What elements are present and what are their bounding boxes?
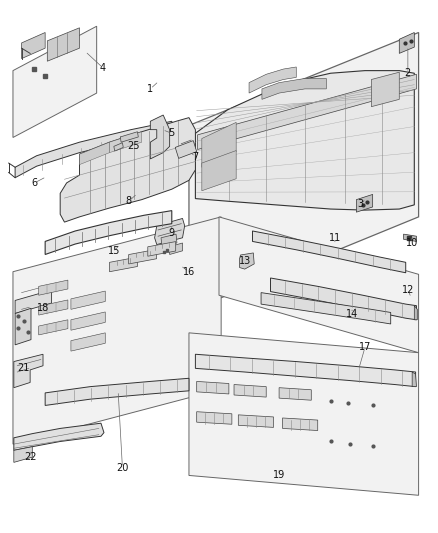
Text: 22: 22 [24,452,36,462]
Polygon shape [129,249,156,264]
Text: 16: 16 [183,266,195,277]
Polygon shape [15,290,52,313]
Text: 19: 19 [273,471,285,480]
Polygon shape [79,142,110,165]
Polygon shape [150,115,170,159]
Polygon shape [202,123,236,167]
Polygon shape [371,72,399,107]
Text: 21: 21 [18,364,30,373]
Polygon shape [39,280,68,295]
Polygon shape [110,257,138,272]
Text: 17: 17 [359,343,371,352]
Text: 2: 2 [405,68,411,78]
Polygon shape [15,122,174,177]
Polygon shape [21,33,45,59]
Polygon shape [13,217,221,444]
Text: 18: 18 [37,303,49,313]
Polygon shape [197,382,229,394]
Polygon shape [189,33,419,311]
Polygon shape [120,132,138,142]
Polygon shape [240,253,254,269]
Text: 1: 1 [147,84,153,94]
Polygon shape [13,26,97,138]
Polygon shape [189,333,419,495]
Text: 13: 13 [239,256,251,266]
Text: 4: 4 [100,63,106,73]
Polygon shape [249,67,296,93]
Polygon shape [47,28,79,61]
Polygon shape [195,71,414,210]
Polygon shape [60,118,195,222]
Polygon shape [234,384,266,397]
Polygon shape [161,234,177,247]
Text: 7: 7 [192,152,198,162]
Text: 6: 6 [32,178,38,188]
Text: 10: 10 [406,238,418,248]
Text: 20: 20 [116,463,129,473]
Polygon shape [14,354,43,387]
Polygon shape [45,378,189,406]
Polygon shape [414,306,417,320]
Polygon shape [202,150,236,191]
Polygon shape [39,300,68,315]
Text: 12: 12 [402,285,414,295]
Text: 11: 11 [329,233,341,243]
Polygon shape [148,241,176,256]
Polygon shape [45,211,172,254]
Text: 14: 14 [346,309,358,319]
Polygon shape [403,234,417,241]
Polygon shape [197,411,232,424]
Polygon shape [219,217,419,353]
Polygon shape [283,418,318,431]
Polygon shape [412,372,417,386]
Text: 25: 25 [127,141,139,151]
Text: 9: 9 [169,228,175,238]
Polygon shape [14,423,104,450]
Polygon shape [14,447,32,463]
Polygon shape [170,243,183,254]
Polygon shape [198,74,417,149]
Polygon shape [262,78,326,99]
Polygon shape [71,291,105,309]
Polygon shape [15,308,31,345]
Polygon shape [114,143,123,151]
Polygon shape [39,320,68,335]
Polygon shape [238,415,273,427]
Polygon shape [261,293,391,324]
Polygon shape [252,231,406,273]
Polygon shape [271,278,417,320]
Polygon shape [195,354,416,386]
Text: 8: 8 [126,196,132,206]
Text: 3: 3 [357,199,364,209]
Polygon shape [279,387,311,400]
Polygon shape [357,195,373,212]
Text: 15: 15 [108,246,120,256]
Polygon shape [110,132,142,152]
Text: 5: 5 [169,128,175,138]
Polygon shape [71,333,105,351]
Polygon shape [399,33,414,53]
Polygon shape [175,141,197,158]
Polygon shape [155,219,185,245]
Polygon shape [71,312,105,330]
